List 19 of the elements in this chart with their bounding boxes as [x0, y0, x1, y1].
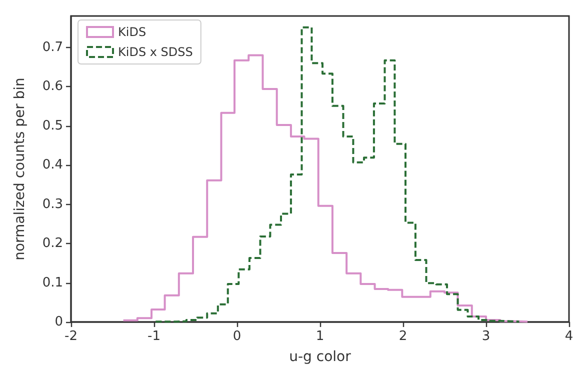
x-tick-label: -1 [148, 329, 160, 344]
x-tick-label: 1 [316, 329, 324, 344]
x-tick-label: 3 [482, 329, 490, 344]
x-tick-label: 0 [232, 329, 242, 344]
x-tick-label: 4 [564, 329, 574, 344]
legend-label: KiDS x SDSS [118, 45, 193, 59]
y-axis-title: normalized counts per bin [12, 78, 28, 260]
legend-label: KiDS [118, 25, 146, 39]
x-axis-title: u-g color [289, 349, 352, 365]
x-tick-label: 2 [398, 329, 408, 344]
y-tick-label: 0.3 [42, 196, 63, 212]
y-tick-label: 0.7 [42, 40, 63, 55]
y-tick-label: 0 [54, 314, 63, 330]
x-tick-label: -2 [64, 329, 78, 344]
y-tick-label: 0.1 [42, 275, 63, 290]
y-tick-label: 0.2 [42, 236, 63, 252]
y-tick-label: 0.4 [42, 158, 63, 173]
y-tick-label: 0.5 [42, 118, 63, 134]
y-tick-label: 0.6 [42, 79, 63, 94]
